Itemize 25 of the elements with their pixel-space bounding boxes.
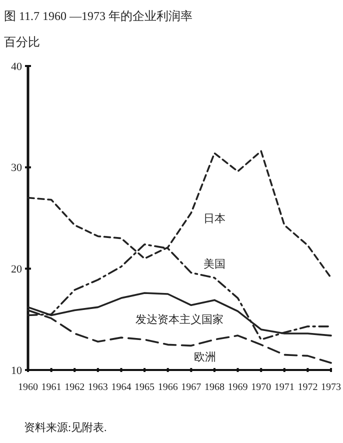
x-tick-label: 1962 (64, 382, 85, 393)
x-tick-label: 1960 (18, 382, 38, 393)
x-tick-label: 1964 (111, 382, 132, 393)
text: 资料来源:见附表. (24, 421, 108, 434)
x-tick-label: 1961 (41, 382, 62, 393)
x-tick-label: 1972 (298, 382, 318, 393)
x-tick-label: 1970 (251, 382, 272, 393)
x-tick-label: 1969 (228, 382, 248, 393)
x-tick-label: 1965 (134, 382, 155, 393)
series-label: 日本 (203, 212, 226, 225)
chart-title: 图 11.7 1960 —1973 年的企业利润率 (4, 9, 193, 23)
y-axis-title: 百分比 (4, 35, 40, 49)
y-tick-label: 40 (11, 60, 22, 73)
series-label: 美国 (203, 257, 226, 270)
series-label: 发达资本主义国家 (136, 313, 224, 326)
x-tick-label: 1963 (88, 382, 108, 393)
x-tick-label: 1968 (204, 382, 224, 393)
y-tick-label: 10 (11, 364, 22, 377)
x-tick-label: 1966 (158, 382, 178, 393)
x-tick-label: 1967 (181, 382, 202, 393)
series-label: 欧洲 (194, 350, 216, 364)
y-tick-label: 20 (11, 264, 22, 276)
x-tick-label: 1971 (274, 382, 294, 393)
x-tick-label: 1973 (321, 382, 341, 393)
y-tick-label: 30 (11, 162, 22, 174)
